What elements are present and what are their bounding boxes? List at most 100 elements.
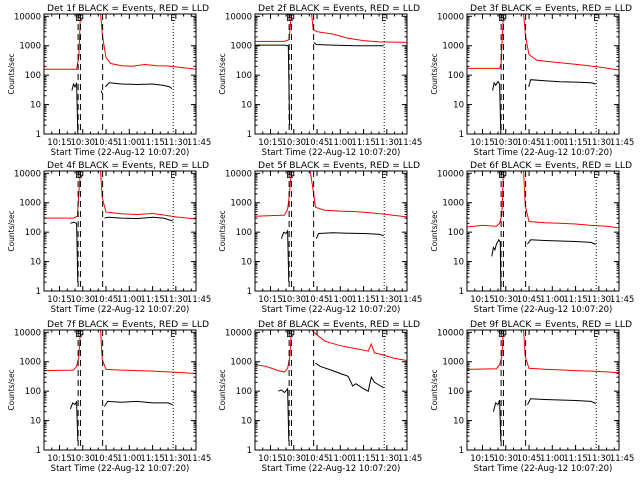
x-tick-label: 10:15: [47, 454, 72, 464]
chart-title: Det 4f BLACK = Events, RED = LLD: [47, 160, 209, 171]
time-marker-label: E: [381, 330, 386, 340]
x-tick-label: 11:15: [140, 454, 165, 464]
y-tick-label: 10: [241, 101, 252, 111]
x-tick-label: 11:30: [375, 454, 400, 464]
x-tick-label: 11:15: [351, 295, 376, 305]
y-axis-label: Counts/sec: [218, 210, 227, 251]
time-marker-label: E: [286, 14, 291, 24]
x-tick-label: 10:15: [470, 295, 495, 305]
time-marker-label: S: [288, 171, 293, 181]
time-marker-label: E: [593, 330, 598, 340]
y-tick-label: 10: [241, 417, 252, 427]
plot-frame: [254, 329, 408, 451]
x-tick-label: 11:45: [610, 295, 635, 305]
time-marker-label: E: [75, 330, 80, 340]
series-lld-line: [255, 330, 407, 373]
x-tick-label: 10:45: [517, 138, 542, 148]
x-tick-label: 11:15: [140, 295, 165, 305]
time-marker-label: E: [286, 330, 291, 340]
y-tick-label: 100: [25, 71, 41, 81]
x-tick-label: 11:45: [398, 138, 423, 148]
x-tick-label: 11:45: [398, 295, 423, 305]
x-tick-label: 10:45: [305, 138, 330, 148]
x-tick-label: 11:30: [164, 454, 189, 464]
x-axis-label: Start Time (22-Aug-12 10:07:20): [474, 464, 613, 474]
y-tick-label: 10000: [225, 328, 252, 338]
plot-frame: [43, 329, 197, 451]
time-marker-label: E: [170, 330, 175, 340]
time-marker-label: E: [286, 171, 291, 181]
x-tick-label: 11:45: [610, 454, 635, 464]
x-tick-label: 10:45: [517, 454, 542, 464]
series-events-line: [492, 398, 596, 442]
x-tick-label: 11:15: [563, 454, 588, 464]
x-tick-label: 10:30: [282, 454, 307, 464]
x-tick-label: 11:45: [398, 454, 423, 464]
y-axis-label: Counts/sec: [218, 53, 227, 94]
x-tick-label: 11:30: [164, 295, 189, 305]
time-marker-label: E: [75, 171, 80, 181]
y-tick-label: 10: [453, 101, 464, 111]
series-events-line: [255, 42, 384, 126]
x-tick-label: 10:30: [282, 295, 307, 305]
x-tick-label: 10:45: [305, 454, 330, 464]
x-tick-label: 10:15: [258, 454, 283, 464]
x-tick-label: 11:45: [187, 295, 212, 305]
y-tick-label: 10000: [225, 12, 252, 22]
plot-frame: [466, 13, 620, 135]
x-tick-label: 11:15: [563, 138, 588, 148]
series-lld-line: [44, 14, 196, 70]
time-marker-label: S: [500, 14, 505, 24]
x-tick-label: 11:00: [540, 138, 565, 148]
plot-frame: [466, 329, 620, 451]
x-tick-label: 10:15: [47, 138, 72, 148]
x-tick-label: 11:30: [587, 454, 612, 464]
x-tick-label: 10:45: [94, 138, 119, 148]
y-tick-label: 100: [448, 71, 464, 81]
x-tick-label: 10:30: [71, 454, 96, 464]
x-tick-label: 11:00: [328, 454, 353, 464]
chart-title: Det 5f BLACK = Events, RED = LLD: [258, 160, 420, 171]
x-tick-label: 11:30: [375, 138, 400, 148]
series-events-line: [70, 216, 173, 283]
y-tick-label: 10: [30, 417, 41, 427]
x-tick-label: 11:30: [164, 138, 189, 148]
series-lld-line: [44, 171, 196, 220]
x-axis-label: Start Time (22-Aug-12 10:07:20): [262, 464, 401, 474]
plot-frame: [466, 170, 620, 292]
x-tick-label: 11:00: [540, 454, 565, 464]
y-tick-label: 1000: [230, 358, 252, 368]
series-events-line: [69, 400, 173, 442]
y-tick-label: 100: [236, 387, 252, 397]
x-tick-label: 11:15: [351, 454, 376, 464]
time-marker-label: S: [500, 330, 505, 340]
x-tick-label: 11:45: [187, 138, 212, 148]
y-tick-label: 1: [247, 287, 252, 297]
y-axis-label: Counts/sec: [7, 53, 16, 94]
chart-title: Det 3f BLACK = Events, RED = LLD: [470, 3, 632, 14]
x-tick-label: 10:15: [470, 454, 495, 464]
time-marker-label: S: [500, 171, 505, 181]
y-tick-label: 1000: [230, 199, 252, 209]
x-tick-label: 10:45: [94, 454, 119, 464]
chart-title: Det 2f BLACK = Events, RED = LLD: [258, 3, 420, 14]
x-tick-label: 11:00: [117, 295, 142, 305]
y-tick-label: 10000: [437, 12, 464, 22]
x-tick-label: 10:15: [258, 295, 283, 305]
series-events-line: [492, 79, 596, 134]
y-tick-label: 10: [30, 258, 41, 268]
series-events-line: [278, 362, 384, 442]
x-tick-label: 11:00: [117, 454, 142, 464]
plot-frame: [43, 13, 197, 135]
x-tick-label: 11:00: [117, 138, 142, 148]
chart-title: Det 7f BLACK = Events, RED = LLD: [47, 319, 209, 330]
y-axis-label: Counts/sec: [430, 369, 439, 410]
